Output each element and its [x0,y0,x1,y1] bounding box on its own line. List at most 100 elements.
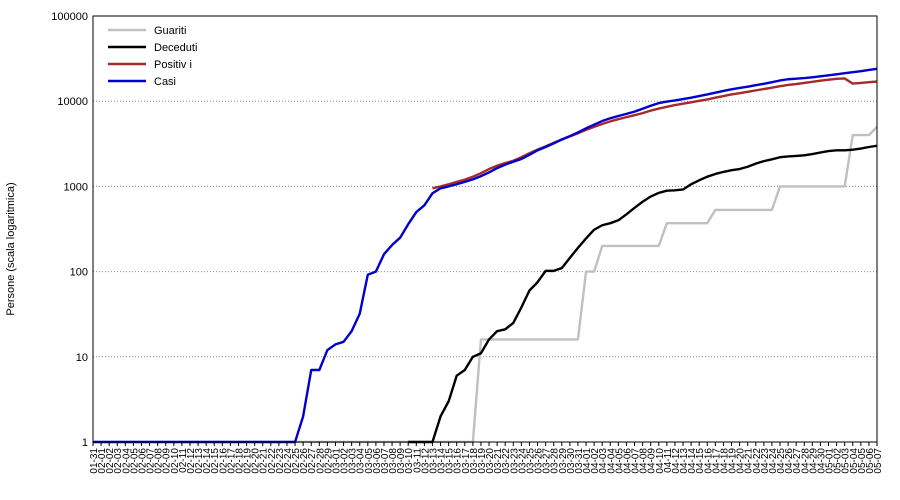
x-axis-ticks: 01-3102-0102-0202-0302-0402-0502-0602-07… [89,442,884,474]
x-tick-label: 03-06 [372,448,383,474]
x-tick-label: 02-04 [121,448,132,474]
x-tick-label: 01-31 [89,448,100,474]
x-tick-label: 03-10 [404,448,415,474]
x-tick-label: 04-26 [784,448,795,474]
x-tick-label: 03-21 [493,448,504,474]
x-tick-label: 03-11 [412,448,423,473]
x-tick-label: 04-05 [614,448,625,474]
x-tick-label: 04-30 [816,448,827,474]
x-tick-label: 02-27 [307,448,318,474]
x-tick-label: 03-03 [348,448,359,474]
x-tick-label: 02-21 [259,448,270,474]
x-tick-label: 04-28 [800,448,811,474]
x-tick-label: 04-07 [631,448,642,474]
x-tick-label: 04-21 [744,448,755,474]
x-tick-label: 02-23 [275,448,286,474]
x-tick-label: 02-20 [251,448,262,474]
x-tick-label: 04-20 [736,448,747,474]
x-tick-label: 04-16 [703,448,714,474]
y-tick-label: 1 [82,437,88,449]
x-tick-label: 03-25 [525,448,536,474]
series-layer [93,67,878,444]
x-tick-label: 02-22 [267,448,278,474]
legend-label: Guariti [154,25,186,37]
legend-label: Casi [154,76,176,88]
x-tick-label: 03-16 [453,448,464,474]
x-tick-label: 02-28 [315,448,326,474]
x-tick-label: 04-27 [792,448,803,474]
series-line-guariti [93,126,878,444]
x-tick-label: 02-09 [162,448,173,474]
x-tick-label: 03-14 [437,448,448,474]
x-tick-label: 04-25 [776,448,787,474]
x-tick-label: 03-04 [356,448,367,474]
x-tick-label: 02-24 [283,448,294,474]
x-tick-label: 02-19 [243,448,254,474]
x-tick-label: 02-26 [299,448,310,474]
y-tick-label: 1000 [64,181,88,193]
x-tick-label: 03-31 [574,448,585,474]
x-tick-label: 02-03 [113,448,124,474]
x-tick-label: 04-09 [647,448,658,474]
x-tick-label: 04-19 [728,448,739,474]
x-tick-label: 04-13 [679,448,690,474]
plot-frame [92,15,878,443]
x-tick-label: 05-04 [849,448,860,474]
x-tick-label: 03-12 [420,448,431,474]
x-tick-label: 04-02 [590,448,601,474]
legend-label: Positiv i [154,59,192,71]
y-axis-title: Persone (scala logaritmica) [5,182,17,315]
x-tick-label: 04-24 [768,448,779,474]
x-tick-label: 03-05 [364,448,375,474]
legend: Guariti Deceduti Positiv i Casi [108,25,197,88]
x-tick-label: 04-17 [711,448,722,474]
legend-label: Deceduti [154,42,197,54]
x-tick-label: 03-27 [542,448,553,474]
x-tick-label: 05-01 [825,448,836,474]
x-tick-label: 02-17 [226,448,237,474]
x-tick-label: 04-23 [760,448,771,474]
x-tick-label: 04-11 [663,448,674,473]
x-tick-label: 03-07 [380,448,391,474]
y-tick-label: 10 [76,352,88,364]
x-tick-label: 02-01 [97,448,108,474]
x-tick-label: 04-15 [695,448,706,474]
x-tick-label: 02-02 [105,448,116,474]
x-tick-label: 02-10 [170,448,181,474]
x-tick-label: 02-25 [291,448,302,474]
series-line-deceduti [408,144,878,444]
x-tick-label: 02-12 [186,448,197,474]
x-tick-label: 04-06 [622,448,633,474]
x-tick-label: 02-13 [194,448,205,474]
x-tick-label: 03-18 [469,448,480,474]
x-tick-label: 04-08 [639,448,650,474]
x-tick-label: 04-29 [808,448,819,474]
x-tick-label: 03-01 [331,448,342,474]
x-tick-label: 02-05 [129,448,140,474]
x-tick-label: 03-29 [558,448,569,474]
x-tick-label: 05-02 [833,448,844,474]
x-tick-label: 02-16 [218,448,229,474]
x-tick-label: 03-17 [461,448,472,474]
x-tick-label: 03-24 [517,448,528,474]
x-tick-label: 04-12 [671,448,682,474]
x-tick-label: 03-20 [485,448,496,474]
x-tick-label: 05-05 [857,448,868,474]
x-tick-label: 04-18 [719,448,730,474]
x-tick-label: 03-19 [477,448,488,474]
x-tick-label: 02-29 [323,448,334,474]
x-tick-label: 05-07 [873,448,884,474]
x-tick-label: 03-02 [340,448,351,474]
x-tick-label: 03-28 [550,448,561,474]
x-tick-label: 04-01 [582,448,593,474]
x-tick-label: 03-22 [501,448,512,474]
x-tick-label: 04-03 [598,448,609,474]
x-tick-label: 04-14 [687,448,698,474]
x-tick-label: 03-08 [388,448,399,474]
x-tick-label: 02-18 [234,448,245,474]
series-line-positivi [432,77,878,190]
x-tick-label: 02-06 [137,448,148,474]
y-axis-ticks: 1 10 100 1000 10000 100000 [51,11,88,449]
